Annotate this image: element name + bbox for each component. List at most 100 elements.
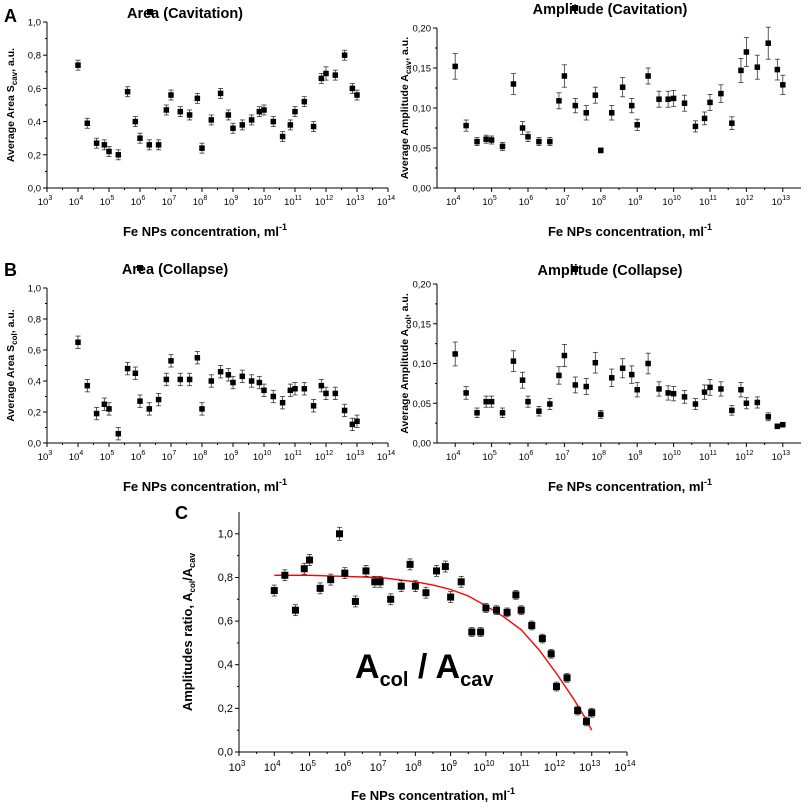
x-tick-exp: 5 <box>493 450 497 457</box>
data-point <box>292 386 298 392</box>
x-tick-base: 10 <box>346 197 357 208</box>
data-point <box>681 394 688 400</box>
x-tick-base: 10 <box>284 197 295 208</box>
data-point <box>474 410 480 416</box>
data-point <box>279 133 286 140</box>
y-tick-label: 0,0 <box>28 184 41 195</box>
y-tick-label: 0,8 <box>218 572 233 584</box>
x-tick-exp: 10 <box>673 450 681 457</box>
data-point <box>701 115 708 122</box>
x-tick-label: 1010 <box>662 195 680 208</box>
x-tick-exp: 4 <box>276 759 281 768</box>
y-tick-label: 0,8 <box>28 51 41 62</box>
x-tick-label: 1013 <box>346 195 364 208</box>
data-point <box>291 606 299 614</box>
x-tick-exp: 9 <box>453 759 458 768</box>
y-tick-label: 0,6 <box>28 84 41 95</box>
y-tick-label: 0,0 <box>218 747 233 759</box>
x-tick-label: 1014 <box>614 759 636 774</box>
x-tick-label: 108 <box>592 195 607 208</box>
data-point <box>93 140 100 146</box>
y-axis-label-text: Average Amplitude A <box>399 74 411 179</box>
data-point <box>323 70 329 77</box>
x-tick-exp: 14 <box>387 450 395 457</box>
x-tick-exp: 5 <box>110 195 114 202</box>
x-tick-exp: 7 <box>382 759 387 768</box>
data-point <box>656 96 662 102</box>
chart-B_area: 103 104 105 106 107 108 109 1010 1011 1012 1013 101… <box>4 260 395 494</box>
data-point <box>463 122 469 129</box>
legend-marker <box>572 266 578 272</box>
data-point <box>765 414 771 420</box>
y-tick-label: 0,4 <box>28 377 41 388</box>
x-tick-base: 10 <box>446 452 457 463</box>
x-tick-base: 10 <box>69 452 80 463</box>
y-axis-label: Amplitudes ratio, Acol/Acav <box>180 553 197 711</box>
x-tick-base: 10 <box>131 197 142 208</box>
data-point <box>261 387 267 394</box>
y-tick-label: 0,10 <box>413 359 432 370</box>
data-point <box>208 117 215 123</box>
data-point <box>619 365 626 372</box>
fit-curve <box>274 574 593 731</box>
x-tick-exp: 13 <box>356 450 364 457</box>
data-point <box>341 52 348 58</box>
data-point <box>137 135 143 141</box>
x-tick-label: 1013 <box>346 450 364 463</box>
x-tick-base: 10 <box>162 197 173 208</box>
y-axis-label-suffix: , a.u. <box>399 293 411 317</box>
x-tick-label: 1013 <box>579 759 601 774</box>
x-tick-label: 1011 <box>284 195 302 208</box>
x-tick-exp: 11 <box>295 195 302 202</box>
x-tick-base: 10 <box>224 197 235 208</box>
data-point <box>592 359 599 366</box>
data-point <box>774 66 781 73</box>
data-point <box>574 707 582 715</box>
data-point <box>692 123 699 130</box>
x-axis-label: Fe NPs concentration, ml-1 <box>123 477 287 494</box>
y-axis-label-sub: cav <box>404 60 413 74</box>
data-point <box>84 382 91 389</box>
data-point <box>452 63 458 70</box>
chart-title: Area (Cavitation) <box>127 6 243 22</box>
data-point <box>525 398 531 405</box>
chart-B_amp: 104 105 106 107 108 109 1010 1011 1012 10130,000,… <box>399 263 801 494</box>
data-point <box>765 40 771 46</box>
y-axis-label-suffix: , a.u. <box>399 37 411 61</box>
data-point <box>665 96 671 102</box>
y-tick-label: 0,6 <box>218 616 233 628</box>
panel-label: C <box>175 503 188 523</box>
x-tick-base: 10 <box>555 197 566 208</box>
data-point <box>572 102 579 109</box>
x-tick-label: 107 <box>555 195 570 208</box>
x-tick-label: 1011 <box>284 450 302 463</box>
y-tick-label: 0,2 <box>28 150 41 161</box>
x-tick-base: 10 <box>544 762 556 774</box>
x-tick-label: 1011 <box>509 759 530 774</box>
data-point <box>341 569 349 577</box>
data-point <box>701 389 708 395</box>
x-tick-exp: 12 <box>746 195 754 202</box>
data-point <box>310 123 317 130</box>
data-point <box>75 339 81 345</box>
x-tick-base: 10 <box>38 452 49 463</box>
y-axis-label: Average Amplitude Acav, a.u. <box>399 37 413 179</box>
x-tick-base: 10 <box>334 762 346 774</box>
x-tick-label: 109 <box>224 195 239 208</box>
x-axis-label-text: Fe NPs concentration, ml <box>123 479 279 494</box>
data-point <box>718 386 724 392</box>
data-point <box>561 73 568 79</box>
data-point <box>517 606 525 614</box>
x-tick-exp: 10 <box>673 195 681 202</box>
data-point <box>512 591 520 599</box>
y-tick-label: 0,05 <box>413 144 432 155</box>
x-tick-exp: 9 <box>234 195 238 202</box>
data-point <box>199 145 205 151</box>
data-point <box>510 81 517 87</box>
data-point <box>248 378 255 384</box>
data-point <box>406 560 414 568</box>
x-tick-label: 1014 <box>377 195 395 208</box>
y-axis-label-text: Average Amplitude A <box>399 328 411 433</box>
x-tick-exp: 12 <box>325 450 333 457</box>
x-tick-base: 10 <box>315 197 326 208</box>
